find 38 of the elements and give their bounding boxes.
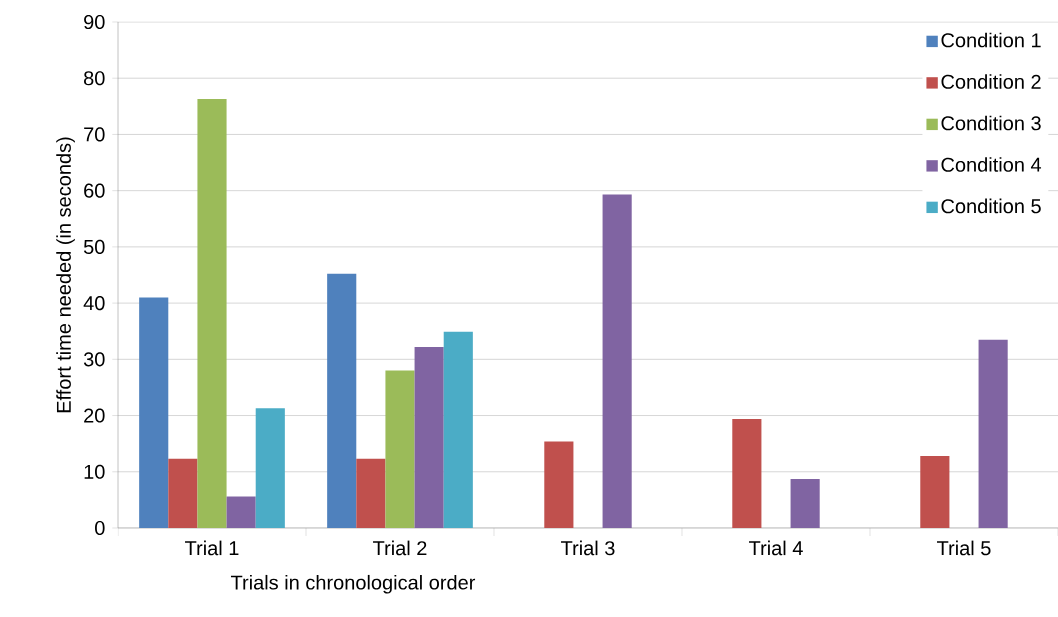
bar — [602, 194, 632, 528]
legend-label: Condition 1 — [941, 32, 1041, 48]
legend-label: Condition 3 — [941, 115, 1041, 131]
bar — [139, 297, 169, 528]
y-axis-title: Effort time needed (in seconds) — [56, 137, 75, 413]
y-tick-label: 60 — [84, 183, 105, 198]
bar — [226, 496, 256, 528]
y-tick-label: 0 — [95, 520, 105, 536]
y-tick-label: 70 — [84, 127, 105, 142]
bar — [732, 418, 762, 528]
legend-label: Condition 2 — [941, 74, 1041, 89]
bar — [978, 339, 1008, 528]
bar — [255, 408, 285, 528]
x-tick-label: Trial 3 — [561, 540, 615, 556]
y-tick-label: 80 — [84, 71, 105, 86]
y-tick-label: 40 — [83, 296, 105, 311]
legend-label: Condition 5 — [941, 198, 1041, 214]
bar — [544, 441, 574, 528]
bar — [168, 458, 198, 528]
y-tick-label: 90 — [84, 14, 105, 30]
x-tick-label: Trial 4 — [749, 540, 803, 556]
bar — [327, 273, 357, 528]
y-tick-label: 50 — [83, 239, 105, 254]
bar — [443, 331, 473, 528]
bar — [790, 479, 820, 528]
bar — [385, 370, 415, 528]
bar — [356, 458, 386, 528]
y-tick-label: 30 — [83, 352, 105, 367]
y-tick-label: 20 — [84, 408, 105, 423]
y-tick-label: 10 — [84, 464, 105, 479]
bar — [197, 99, 227, 528]
legend-label: Condition 4 — [941, 157, 1042, 172]
x-tick-label: Trial 2 — [373, 540, 427, 556]
x-tick-label: Trial 1 — [185, 540, 239, 556]
bar — [414, 346, 444, 528]
x-tick-label: Trial 5 — [937, 540, 991, 556]
bar — [920, 456, 950, 528]
x-axis-title: Trials in chronological order — [230, 574, 476, 594]
